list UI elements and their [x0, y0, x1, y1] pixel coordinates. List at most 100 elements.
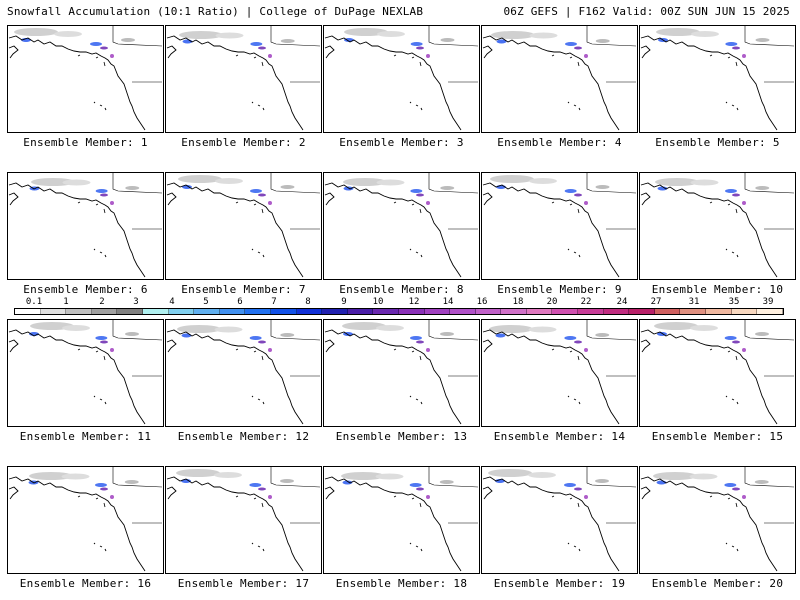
legend-tick-label: 14 — [442, 297, 454, 307]
legend-swatch — [706, 309, 732, 314]
ensemble-member-panel: Ensemble Member: 15 — [639, 319, 796, 449]
snowfall-map — [165, 25, 322, 133]
ensemble-member-label: Ensemble Member: 15 — [651, 430, 784, 443]
legend-color-bar — [14, 308, 784, 315]
legend-swatch — [347, 309, 374, 314]
legend-swatch — [654, 309, 681, 314]
legend-swatch — [219, 309, 246, 314]
ensemble-member-label: Ensemble Member: 4 — [497, 136, 622, 149]
legend-swatch — [603, 309, 630, 314]
legend-tick-label: 2 — [99, 297, 105, 307]
legend-swatch — [578, 309, 604, 314]
ensemble-member-label: Ensemble Member: 19 — [493, 577, 626, 590]
snowfall-map — [481, 25, 638, 133]
legend-tick-label: 3 — [133, 297, 139, 307]
snowfall-map — [481, 172, 638, 280]
ensemble-member-panel: Ensemble Member: 8 — [323, 172, 480, 302]
ensemble-member-label: Ensemble Member: 12 — [177, 430, 310, 443]
snowfall-map — [323, 25, 480, 133]
snowfall-map — [323, 466, 480, 574]
ensemble-member-panel: Ensemble Member: 20 — [639, 466, 796, 596]
legend-swatch — [66, 309, 92, 314]
snowfall-map — [7, 466, 164, 574]
legend-swatch — [194, 309, 220, 314]
legend-swatch — [552, 309, 579, 314]
ensemble-member-label: Ensemble Member: 3 — [339, 136, 464, 149]
snowfall-map — [639, 319, 796, 427]
legend-tick-label: 24 — [616, 297, 628, 307]
snowfall-map — [7, 172, 164, 280]
legend-swatch — [40, 309, 67, 314]
snowfall-map — [481, 466, 638, 574]
legend-tick-label: 8 — [305, 297, 311, 307]
legend-swatch — [731, 309, 758, 314]
legend-tick-label: 31 — [688, 297, 700, 307]
ensemble-member-label: Ensemble Member: 16 — [19, 577, 152, 590]
ensemble-member-panel: Ensemble Member: 9 — [481, 172, 638, 302]
snowfall-map — [323, 319, 480, 427]
legend-swatch — [245, 309, 271, 314]
ensemble-member-label: Ensemble Member: 2 — [181, 136, 306, 149]
legend-tick-label: 9 — [341, 297, 347, 307]
legend-swatch — [501, 309, 527, 314]
ensemble-member-panel: Ensemble Member: 3 — [323, 25, 480, 155]
ensemble-member-panel: Ensemble Member: 17 — [165, 466, 322, 596]
ensemble-member-label: Ensemble Member: 11 — [19, 430, 152, 443]
ensemble-member-label: Ensemble Member: 10 — [651, 283, 784, 296]
ensemble-member-label: Ensemble Member: 7 — [181, 283, 306, 296]
snowfall-map — [7, 25, 164, 133]
ensemble-member-label: Ensemble Member: 17 — [177, 577, 310, 590]
ensemble-member-label: Ensemble Member: 20 — [651, 577, 784, 590]
legend-labels: 0.1 1 2 3 4 5 6 7 8 9 10 12 14 16 18 20 22 24 27 31 35 39 — [14, 297, 784, 308]
legend-tick-label: 27 — [650, 297, 662, 307]
ensemble-member-panel: Ensemble Member: 14 — [481, 319, 638, 449]
legend-tick-label: 18 — [512, 297, 524, 307]
legend-tick-label: 10 — [372, 297, 384, 307]
ensemble-member-panel: Ensemble Member: 16 — [7, 466, 164, 596]
legend-tick-label: 12 — [408, 297, 420, 307]
legend-tick-label: 6 — [237, 297, 243, 307]
ensemble-member-panel: Ensemble Member: 12 — [165, 319, 322, 449]
run-valid-time: 06Z GEFS | F162 Valid: 00Z SUN JUN 15 20… — [503, 5, 790, 18]
snowfall-map — [639, 172, 796, 280]
ensemble-member-panel: Ensemble Member: 5 — [639, 25, 796, 155]
legend-tick-label: 35 — [728, 297, 740, 307]
legend-swatch — [168, 309, 195, 314]
ensemble-member-label: Ensemble Member: 1 — [23, 136, 148, 149]
legend-tick-label: 20 — [546, 297, 558, 307]
legend-swatch — [475, 309, 502, 314]
color-legend: 0.1 1 2 3 4 5 6 7 8 9 10 12 14 16 18 20 22 24 27 31 35 39 — [14, 297, 784, 317]
ensemble-member-panel: Ensemble Member: 1 — [7, 25, 164, 155]
legend-swatch — [270, 309, 297, 314]
legend-swatch — [117, 309, 143, 314]
ensemble-member-label: Ensemble Member: 13 — [335, 430, 468, 443]
legend-swatch — [373, 309, 399, 314]
ensemble-member-label: Ensemble Member: 6 — [23, 283, 148, 296]
legend-swatch — [91, 309, 118, 314]
legend-tick-label: 5 — [203, 297, 209, 307]
legend-tick-label: 4 — [169, 297, 175, 307]
ensemble-member-panel: Ensemble Member: 13 — [323, 319, 480, 449]
ensemble-member-label: Ensemble Member: 14 — [493, 430, 626, 443]
header: Snowfall Accumulation (10:1 Ratio) | Col… — [0, 0, 800, 22]
legend-tick-label: 1 — [63, 297, 69, 307]
ensemble-member-label: Ensemble Member: 9 — [497, 283, 622, 296]
legend-swatch — [629, 309, 655, 314]
legend-swatch — [526, 309, 553, 314]
snowfall-map — [165, 466, 322, 574]
ensemble-member-panel: Ensemble Member: 4 — [481, 25, 638, 155]
ensemble-member-panel: Ensemble Member: 6 — [7, 172, 164, 302]
product-title: Snowfall Accumulation (10:1 Ratio) | Col… — [7, 5, 424, 18]
snowfall-map — [7, 319, 164, 427]
ensemble-member-panel: Ensemble Member: 11 — [7, 319, 164, 449]
legend-tick-label: 22 — [580, 297, 592, 307]
ensemble-member-panel: Ensemble Member: 7 — [165, 172, 322, 302]
legend-swatch — [142, 309, 169, 314]
ensemble-member-panel: Ensemble Member: 10 — [639, 172, 796, 302]
legend-tick-label: 39 — [762, 297, 774, 307]
snowfall-map — [165, 319, 322, 427]
legend-swatch — [680, 309, 707, 314]
ensemble-member-panel: Ensemble Member: 2 — [165, 25, 322, 155]
legend-swatch — [450, 309, 476, 314]
legend-tick-label: 16 — [476, 297, 488, 307]
